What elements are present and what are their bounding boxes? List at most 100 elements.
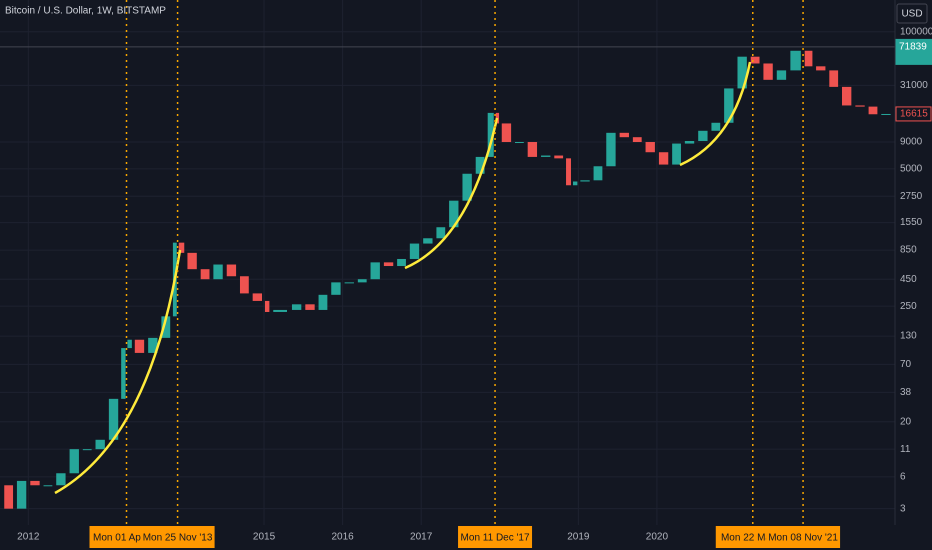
candle xyxy=(790,50,801,71)
candle xyxy=(684,141,695,144)
y-tick-label: 9000 xyxy=(900,137,923,148)
grid xyxy=(0,0,895,525)
chart-title: Bitcoin / U.S. Dollar, 1W, BITSTAMP xyxy=(5,6,166,17)
candle xyxy=(82,449,92,451)
candle xyxy=(397,258,406,267)
candle xyxy=(514,142,524,144)
candle xyxy=(273,309,288,312)
trend-curves xyxy=(54,61,752,495)
x-tick-label: 2020 xyxy=(646,532,669,543)
candle xyxy=(344,282,354,284)
candle xyxy=(161,316,171,338)
y-tick-label: 38 xyxy=(900,387,912,398)
candle xyxy=(127,339,132,349)
candle xyxy=(881,113,891,115)
candle xyxy=(200,269,210,280)
candle xyxy=(357,279,367,283)
candle xyxy=(868,106,878,115)
candle xyxy=(213,264,223,280)
candle xyxy=(475,156,485,174)
candle xyxy=(187,252,197,270)
candle xyxy=(264,300,270,312)
candle xyxy=(804,50,813,67)
candle xyxy=(501,123,512,143)
y-tick-label: 11 xyxy=(900,444,911,455)
y-tick-label: 6 xyxy=(900,472,906,483)
y-tick-label: 2750 xyxy=(900,191,923,202)
candle xyxy=(43,485,53,487)
y-tick-label: 1550 xyxy=(900,217,923,228)
candle xyxy=(178,242,185,253)
candle xyxy=(423,238,433,244)
candle xyxy=(226,264,237,277)
candle xyxy=(554,155,564,159)
alert-price-label: 71839 xyxy=(899,42,927,53)
candle xyxy=(462,173,472,201)
y-tick-label: 70 xyxy=(900,359,912,370)
y-tick-label: 3 xyxy=(900,503,906,514)
last-price-box xyxy=(895,106,932,122)
candle xyxy=(305,304,315,310)
y-tick-label: 450 xyxy=(900,274,917,285)
candle xyxy=(487,112,494,157)
y-tick-label: 31000 xyxy=(900,80,928,91)
candle xyxy=(566,158,571,186)
candle xyxy=(56,473,66,486)
candle xyxy=(436,227,446,239)
alert-price-box xyxy=(895,38,932,65)
candle xyxy=(134,339,145,353)
candle xyxy=(370,262,380,280)
candle xyxy=(606,132,616,167)
candle xyxy=(572,181,578,186)
currency[interactable]: USD xyxy=(901,9,922,20)
candle xyxy=(841,86,852,106)
x-tick-label: 2015 xyxy=(253,532,276,543)
candle xyxy=(541,155,551,157)
candle xyxy=(121,348,126,399)
last-price-label: 16615 xyxy=(900,109,928,120)
candle xyxy=(658,152,669,165)
candle xyxy=(16,480,27,509)
candle xyxy=(527,142,538,157)
candle xyxy=(816,66,826,71)
trend-curve xyxy=(54,249,182,495)
candle xyxy=(69,449,79,474)
candle xyxy=(409,243,420,259)
x-tick-label: 2017 xyxy=(410,532,433,543)
candle xyxy=(580,180,590,182)
candle xyxy=(698,130,708,142)
currency-box[interactable] xyxy=(896,3,928,24)
candle xyxy=(148,337,158,353)
candle xyxy=(855,105,865,107)
candle xyxy=(619,132,629,138)
x-tick-label: 2016 xyxy=(331,532,354,543)
candle xyxy=(30,480,40,486)
candle xyxy=(776,70,787,80)
candle xyxy=(829,70,839,87)
candle xyxy=(724,88,734,123)
marker-label-box xyxy=(458,526,533,548)
candle xyxy=(672,143,681,165)
candle xyxy=(108,398,119,440)
candle xyxy=(737,56,747,89)
y-tick-label: 20 xyxy=(900,416,912,427)
candle xyxy=(711,122,721,131)
marker-label: Mon 01 Apr '13 xyxy=(93,533,160,544)
y-tick-label: 130 xyxy=(900,331,917,342)
marker-label-box xyxy=(140,526,215,548)
candle xyxy=(593,166,603,181)
candle xyxy=(645,142,655,153)
trend-curve xyxy=(404,117,499,270)
x-tick-label: 2019 xyxy=(567,532,590,543)
marker-label: Mon 22 Mar '2 xyxy=(721,533,785,544)
y-tick-label: 100000 xyxy=(900,26,932,37)
y-tick-label: 250 xyxy=(900,301,917,312)
candle xyxy=(383,262,394,267)
marker-label: Mon 11 Dec '17 xyxy=(461,533,530,544)
candle xyxy=(252,293,263,301)
marker-label: Mon 08 Nov '21 xyxy=(768,533,838,544)
candle xyxy=(632,137,642,143)
